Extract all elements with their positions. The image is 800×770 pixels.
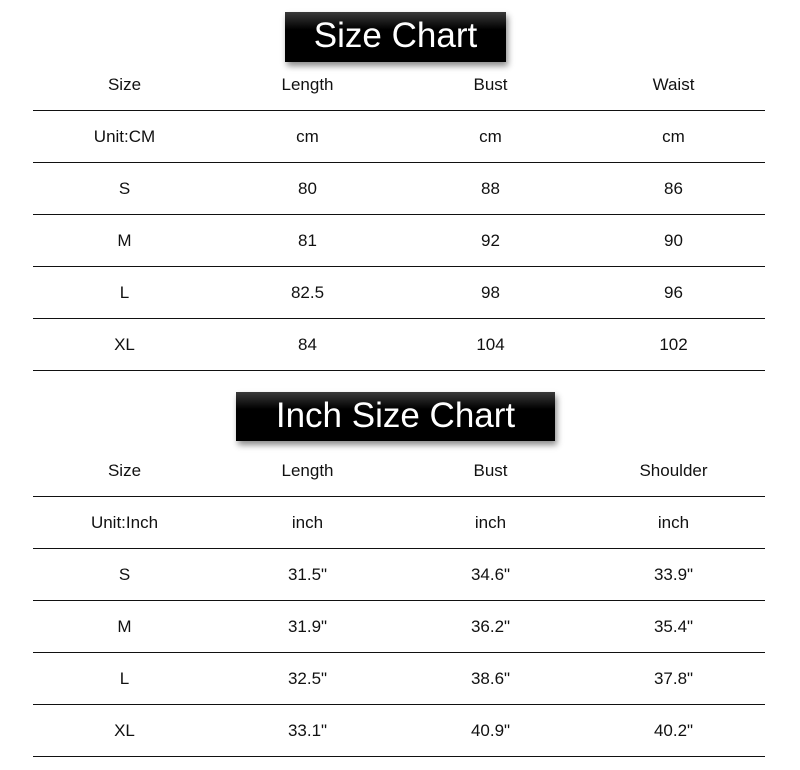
header-row: Size Length Bust Shoulder [33, 445, 765, 497]
table-cell: 104 [399, 318, 582, 371]
table-cell: 40.9" [399, 704, 582, 757]
table-cell: 36.2" [399, 600, 582, 653]
column-header: Shoulder [582, 445, 765, 497]
column-header: Bust [399, 59, 582, 111]
table-row: S 80 88 86 [33, 162, 765, 215]
table-row: M 31.9" 36.2" 35.4" [33, 600, 765, 653]
table-cell: 38.6" [399, 652, 582, 705]
table-cell: 90 [582, 214, 765, 267]
column-header: Length [216, 445, 399, 497]
table-cell: L [33, 266, 216, 319]
table-cell: 31.5" [216, 548, 399, 601]
table-cell: L [33, 652, 216, 705]
table-cell: 88 [399, 162, 582, 215]
table-cell: inch [582, 496, 765, 549]
table-cell: XL [33, 318, 216, 371]
table-cell: 98 [399, 266, 582, 319]
table-cell: Unit:Inch [33, 496, 216, 549]
table-cell: 40.2" [582, 704, 765, 757]
table-row: Unit:Inch inch inch inch [33, 496, 765, 549]
table-cell: M [33, 600, 216, 653]
table-cell: 96 [582, 266, 765, 319]
column-header: Length [216, 59, 399, 111]
table-cell: cm [582, 110, 765, 163]
table-cell: 32.5" [216, 652, 399, 705]
table-cell: cm [399, 110, 582, 163]
table-cell: S [33, 548, 216, 601]
table-cell: S [33, 162, 216, 215]
table-cell: cm [216, 110, 399, 163]
inch-size-chart-title: Inch Size Chart [236, 392, 555, 441]
column-header: Waist [582, 59, 765, 111]
table-row: L 82.5 98 96 [33, 266, 765, 319]
table-cell: 80 [216, 162, 399, 215]
header-row: Size Length Bust Waist [33, 59, 765, 111]
table-cell: 37.8" [582, 652, 765, 705]
table-row: XL 84 104 102 [33, 318, 765, 371]
table-row: M 81 92 90 [33, 214, 765, 267]
table-row: L 32.5" 38.6" 37.8" [33, 652, 765, 705]
table-cell: XL [33, 704, 216, 757]
table-cell: 84 [216, 318, 399, 371]
column-header: Size [33, 59, 216, 111]
table-cell: 81 [216, 214, 399, 267]
table-cell: Unit:CM [33, 110, 216, 163]
cm-size-table: Size Length Bust Waist Unit:CM cm cm cm S 80 88 86 M… [33, 59, 765, 371]
table-cell: M [33, 214, 216, 267]
table-row: Unit:CM cm cm cm [33, 110, 765, 163]
table-cell: 33.1" [216, 704, 399, 757]
table-row: XL 33.1" 40.9" 40.2" [33, 704, 765, 757]
table-cell: 102 [582, 318, 765, 371]
table-cell: inch [399, 496, 582, 549]
table-row: S 31.5" 34.6" 33.9" [33, 548, 765, 601]
size-chart-title: Size Chart [285, 12, 506, 62]
table-cell: 82.5 [216, 266, 399, 319]
table-cell: 31.9" [216, 600, 399, 653]
table-cell: 34.6" [399, 548, 582, 601]
column-header: Size [33, 445, 216, 497]
inch-size-table: Size Length Bust Shoulder Unit:Inch inch inch i… [33, 445, 765, 757]
table-cell: 92 [399, 214, 582, 267]
column-header: Bust [399, 445, 582, 497]
table-cell: 86 [582, 162, 765, 215]
table-cell: 33.9" [582, 548, 765, 601]
table-cell: inch [216, 496, 399, 549]
table-cell: 35.4" [582, 600, 765, 653]
